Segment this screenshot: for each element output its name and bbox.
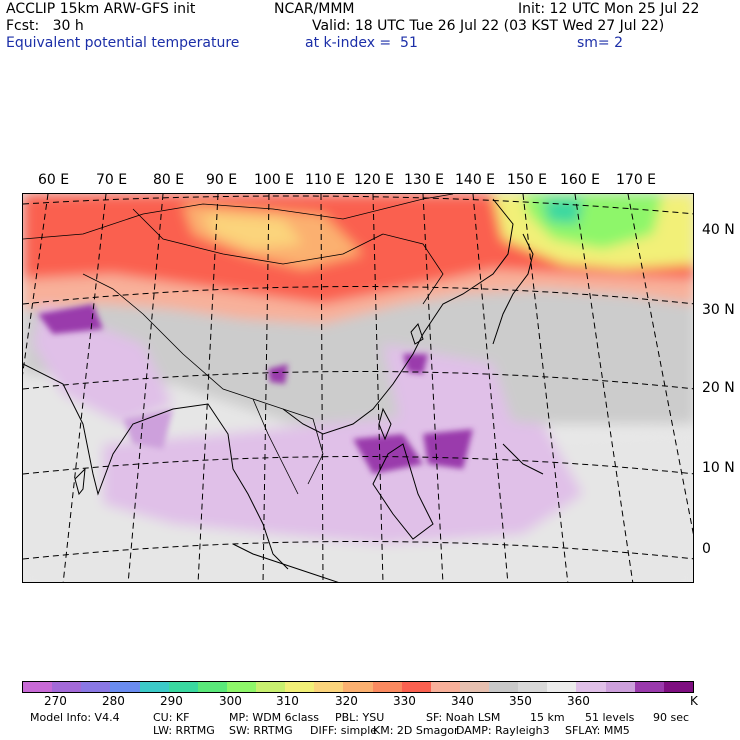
colorbar-swatch (81, 682, 111, 692)
colorbar-swatch (401, 682, 431, 692)
lon-label: 150 E (507, 172, 548, 188)
colorbar-swatch (605, 682, 635, 692)
lon-label: 90 E (206, 172, 238, 188)
colorbar-tick-label: 340 (451, 694, 474, 708)
colorbar-tick-label: 350 (509, 694, 532, 708)
colorbar (22, 681, 694, 693)
colorbar-tick-label: 360 (567, 694, 590, 708)
colorbar-tick-label: 270 (44, 694, 67, 708)
lon-label: 70 E (96, 172, 128, 188)
colorbar-swatch (576, 682, 606, 692)
lon-label: 140 E (455, 172, 496, 188)
forecast-hour: Fcst: 30 h (6, 18, 84, 34)
colorbar-swatch (430, 682, 460, 692)
lon-label: 110 E (305, 172, 346, 188)
lon-label: 130 E (404, 172, 445, 188)
colorbar-swatch (314, 682, 344, 692)
colorbar-swatch (634, 682, 664, 692)
footer-cu: CU: KF (153, 711, 190, 724)
footer-sw: SW: RRTMG (229, 724, 293, 737)
colorbar-swatch (489, 682, 519, 692)
footer-km: KM: 2D Smagor (373, 724, 459, 737)
colorbar-swatch (663, 682, 693, 692)
colorbar-tick-label: 320 (335, 694, 358, 708)
theta-e-field (23, 194, 693, 582)
footer-timestep: 90 sec (653, 711, 690, 724)
colorbar-swatch (139, 682, 169, 692)
graticule (23, 194, 693, 582)
lat-label: 40 N (702, 222, 735, 238)
colorbar-swatch (23, 682, 53, 692)
colorbar-tick-label: 300 (219, 694, 242, 708)
footer-diff: DIFF: simple (310, 724, 378, 737)
lat-label: 20 N (702, 380, 735, 396)
lat-label: 30 N (702, 302, 735, 318)
colorbar-swatch (256, 682, 286, 692)
lon-label: 120 E (354, 172, 395, 188)
init-time: Init: 12 UTC Mon 25 Jul 22 (518, 1, 700, 17)
colorbar-swatch (197, 682, 227, 692)
organization-label: NCAR/MMM (274, 1, 355, 17)
colorbar-swatch (110, 682, 140, 692)
valid-time: Valid: 18 UTC Tue 26 Jul 22 (03 KST Wed … (312, 18, 665, 34)
footer-damp: DAMP: Rayleigh3 (456, 724, 550, 737)
colorbar-tick-label: 290 (160, 694, 183, 708)
colorbar-unit: K (690, 694, 698, 708)
lat-label: 0 (702, 541, 711, 557)
variable-name: Equivalent potential temperature (6, 35, 240, 51)
colorbar-swatch (459, 682, 489, 692)
colorbar-swatch (518, 682, 548, 692)
footer-pbl: PBL: YSU (335, 711, 385, 724)
model-title: ACCLIP 15km ARW-GFS init (6, 1, 196, 17)
lon-label: 100 E (254, 172, 295, 188)
colorbar-tick-label: 330 (393, 694, 416, 708)
colorbar-swatch (52, 682, 82, 692)
colorbar-swatch (343, 682, 373, 692)
theta-e-peaks (38, 304, 473, 474)
theta-e-map (22, 193, 694, 583)
footer-sflay: SFLAY: MM5 (565, 724, 630, 737)
colorbar-swatch (372, 682, 402, 692)
colorbar-tick-label: 280 (102, 694, 125, 708)
lon-label: 60 E (38, 172, 70, 188)
lat-label: 10 N (702, 460, 735, 476)
colorbar-swatch (226, 682, 256, 692)
footer-resolution: 15 km (530, 711, 565, 724)
lon-label: 160 E (560, 172, 601, 188)
coastlines (23, 198, 544, 582)
lon-label: 170 E (616, 172, 657, 188)
colorbar-swatch (547, 682, 577, 692)
smoothing-label: sm= 2 (577, 35, 624, 51)
borders (23, 194, 454, 495)
colorbar-swatch (168, 682, 198, 692)
footer-model-info: Model Info: V4.4 (30, 711, 120, 724)
lon-label: 80 E (153, 172, 185, 188)
colorbar-tick-label: 310 (276, 694, 299, 708)
footer-lw: LW: RRTMG (153, 724, 215, 737)
footer-mp: MP: WDM 6class (229, 711, 319, 724)
level-label: at k-index = 51 (305, 35, 418, 51)
footer-levels: 51 levels (585, 711, 635, 724)
colorbar-swatch (285, 682, 315, 692)
footer-sf: SF: Noah LSM (426, 711, 501, 724)
